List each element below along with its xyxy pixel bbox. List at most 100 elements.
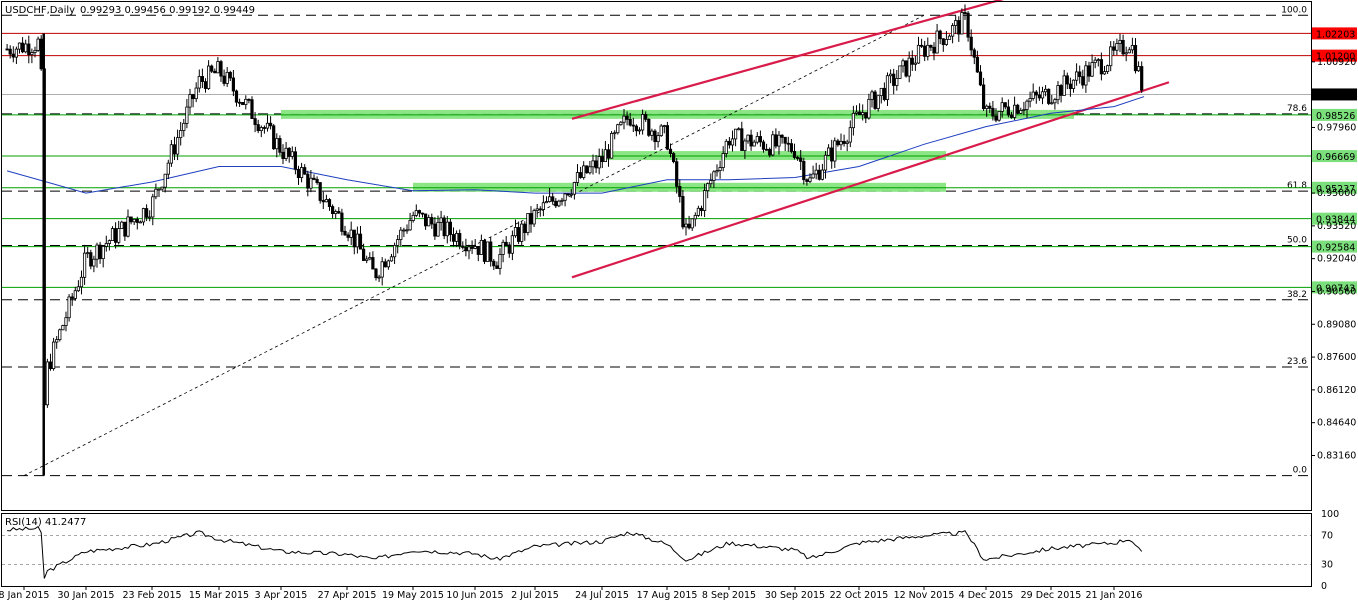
candle-body <box>337 211 341 214</box>
candle-body <box>138 221 142 224</box>
candle-body <box>696 207 700 216</box>
moving-average-line <box>6 96 1145 194</box>
price-tick-label: 0.87600 <box>1317 352 1356 363</box>
candle-body <box>541 202 545 210</box>
candle-body <box>1022 109 1026 111</box>
candle-body <box>733 128 738 140</box>
candle-body <box>944 39 948 45</box>
candle-body <box>1127 49 1131 54</box>
candle-body <box>929 44 933 48</box>
candle-body <box>547 196 552 202</box>
candle-body <box>129 216 133 223</box>
candle-body <box>58 329 62 340</box>
candle-body <box>935 30 939 54</box>
candle-body <box>24 43 28 53</box>
candle-body <box>30 52 34 56</box>
candle-body <box>848 127 852 143</box>
candle-body <box>693 215 697 220</box>
candle-body <box>70 296 74 299</box>
candle-body <box>749 134 753 147</box>
candle-body <box>578 172 583 178</box>
candle-body <box>814 169 818 175</box>
rsi-line <box>7 525 1143 579</box>
x-tick-label: 21 Jan 2016 <box>1086 590 1143 601</box>
candle-body <box>656 135 660 143</box>
candle-body <box>575 172 580 183</box>
candle-body <box>907 57 911 77</box>
candle-body <box>718 167 722 171</box>
candle-body <box>213 70 217 74</box>
candle-body <box>1074 71 1079 81</box>
candle-body <box>715 170 719 173</box>
candle-body <box>1062 75 1066 96</box>
candle-body <box>327 199 332 207</box>
candle-body <box>702 190 707 211</box>
candle-body <box>343 230 347 236</box>
candle-body <box>938 30 942 40</box>
candle-body <box>600 156 604 163</box>
candle-body <box>1136 66 1141 72</box>
candle-body <box>777 134 781 147</box>
candle-body <box>978 71 983 86</box>
candle-body <box>458 233 462 247</box>
candle-body <box>668 148 673 154</box>
level-price-label: 0.93844 <box>1316 215 1355 226</box>
candle-body <box>1124 52 1128 55</box>
candle-body <box>135 218 139 223</box>
candle-body <box>761 141 766 150</box>
fib-level-label: 100.0 <box>1281 5 1307 15</box>
candle-body <box>306 173 310 189</box>
rsi-label: RSI(14) 41.2477 <box>5 517 86 528</box>
candle-body <box>396 239 400 246</box>
candle-body <box>879 87 883 97</box>
price-tick-label: 0.97960 <box>1317 122 1356 133</box>
price-tick-label: 0.95000 <box>1317 188 1356 199</box>
x-tick-label: 10 Jun 2015 <box>446 590 503 601</box>
candle-body <box>1009 114 1014 118</box>
candle-body <box>113 228 118 243</box>
candle-body <box>98 244 102 260</box>
candle-body <box>898 65 902 79</box>
level-price-box <box>1312 150 1357 163</box>
candle-body <box>851 112 855 129</box>
candle-body <box>101 246 105 260</box>
candle-body <box>1025 100 1029 110</box>
level-price-box <box>1312 27 1357 40</box>
candle-body <box>671 153 676 163</box>
candle-body <box>1037 94 1041 99</box>
candle-body <box>597 156 601 169</box>
main-panel-frame <box>1 1 1312 511</box>
candle-body <box>867 98 871 119</box>
candle-body <box>752 141 756 147</box>
candle-body <box>107 240 111 244</box>
candle-body <box>476 246 480 255</box>
candle-body <box>498 254 502 269</box>
candle-body <box>1065 75 1069 85</box>
candle-body <box>833 140 837 162</box>
candle-body <box>448 221 452 235</box>
candle-body <box>262 127 266 129</box>
candle-body <box>919 44 924 47</box>
candle-body <box>1121 39 1125 55</box>
candle-body <box>482 240 487 262</box>
candle-body <box>104 243 108 247</box>
candle-body <box>653 130 657 143</box>
candle-body <box>882 87 886 100</box>
candle-body <box>780 134 784 138</box>
candle-body <box>272 125 276 150</box>
candle-body <box>706 183 710 192</box>
candle-body <box>495 265 499 269</box>
candle-body <box>1099 59 1103 75</box>
level-price-label: 1.01200 <box>1316 52 1355 63</box>
candle-body <box>64 317 68 326</box>
candle-body <box>340 212 344 232</box>
candle-body <box>278 138 282 153</box>
candle-body <box>969 36 973 51</box>
candle-body <box>678 186 682 197</box>
candle-body <box>1050 102 1054 105</box>
candle-body <box>492 260 496 267</box>
candle-body <box>659 125 663 137</box>
candle-body <box>120 221 124 229</box>
candle-body <box>789 143 793 152</box>
candle-body <box>436 221 440 237</box>
